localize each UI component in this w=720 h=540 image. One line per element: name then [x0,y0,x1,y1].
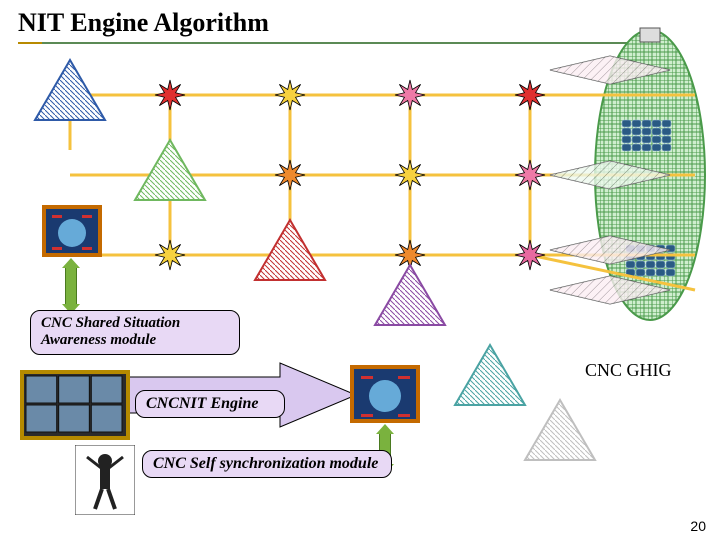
data-board-icon [42,205,102,257]
sync-callout: CNC Self synchronization module [142,450,392,478]
data-board-icon [350,365,420,423]
ssa-label: CNC Shared Situation Awareness module [41,315,180,348]
engine-label: CNCNIT Engine [146,395,258,412]
engine-callout: CNCNIT Engine [135,390,285,418]
screens-thumbnail [20,370,130,440]
page-number: 20 [690,518,706,534]
ssa-callout: CNC Shared Situation Awareness module [30,310,240,355]
sync-label: CNC Self synchronization module [153,455,378,472]
ghig-label: CNC GHIG [585,360,672,381]
sync-arrow-icon [62,258,80,314]
slide: NIT Engine Algorithm CNC Shared Situatio… [0,0,720,540]
person-icon [75,445,135,515]
